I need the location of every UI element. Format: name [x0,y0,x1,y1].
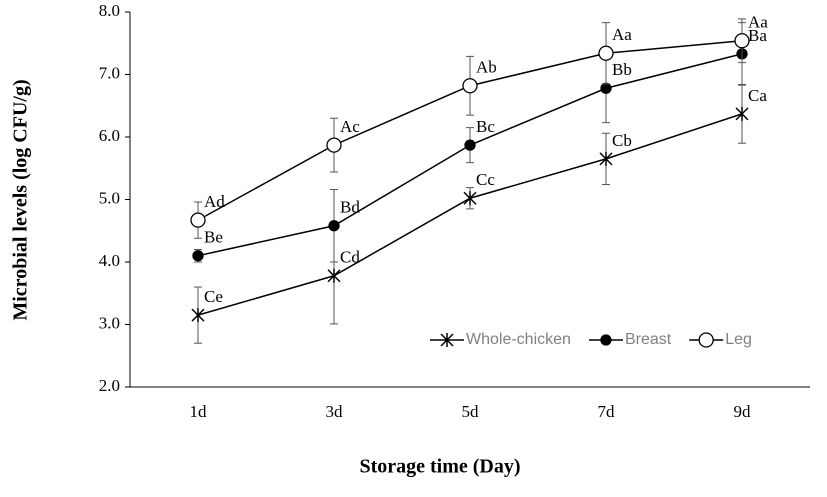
point-annotation: Bc [476,117,495,136]
marker [463,191,477,206]
point-annotation: Ad [204,192,225,211]
y-tick-label: 8.0 [99,1,120,20]
marker [598,45,614,61]
y-tick-label: 6.0 [99,126,120,145]
point-annotation: Ba [748,26,767,45]
marker [326,137,342,153]
point-annotation: Ca [748,86,767,105]
x-axis-label: Storage time (Day) [359,456,520,478]
marker [599,151,613,166]
legend-marker [600,334,612,346]
marker [327,268,341,283]
legend-marker [698,332,714,348]
x-tick-label: 1d [190,402,208,421]
marker [600,82,612,94]
y-tick-label: 4.0 [99,251,120,270]
legend-marker [440,333,454,347]
marker [734,33,750,49]
point-annotation: Bd [340,198,360,217]
x-tick-label: 5d [462,402,480,421]
point-annotation: Bb [612,60,632,79]
point-annotation: Cb [612,131,632,150]
x-tick-label: 7d [598,402,616,421]
point-annotation: Ac [340,117,360,136]
marker [191,308,205,323]
y-tick-label: 2.0 [99,376,120,395]
point-annotation: Ce [204,287,223,306]
marker [190,212,206,228]
marker [464,139,476,151]
point-annotation: Aa [612,25,632,44]
marker [328,220,340,232]
y-axis-label: Microbial levels (log CFU/g) [10,79,32,320]
y-tick-label: 3.0 [99,313,120,332]
marker [192,250,204,262]
x-tick-label: 3d [326,402,344,421]
y-tick-label: 5.0 [99,188,120,207]
y-tick-label: 7.0 [99,63,120,82]
x-tick-label: 9d [734,402,752,421]
legend-label: Leg [725,331,752,348]
point-annotation: Cd [340,248,360,267]
point-annotation: Cc [476,170,495,189]
legend-label: Whole-chicken [466,331,571,348]
point-annotation: Ab [476,58,497,77]
marker [462,78,478,94]
point-annotation: Be [204,228,223,247]
marker [735,106,749,121]
point-annotation: Aa [748,13,768,32]
legend-label: Breast [625,331,672,348]
